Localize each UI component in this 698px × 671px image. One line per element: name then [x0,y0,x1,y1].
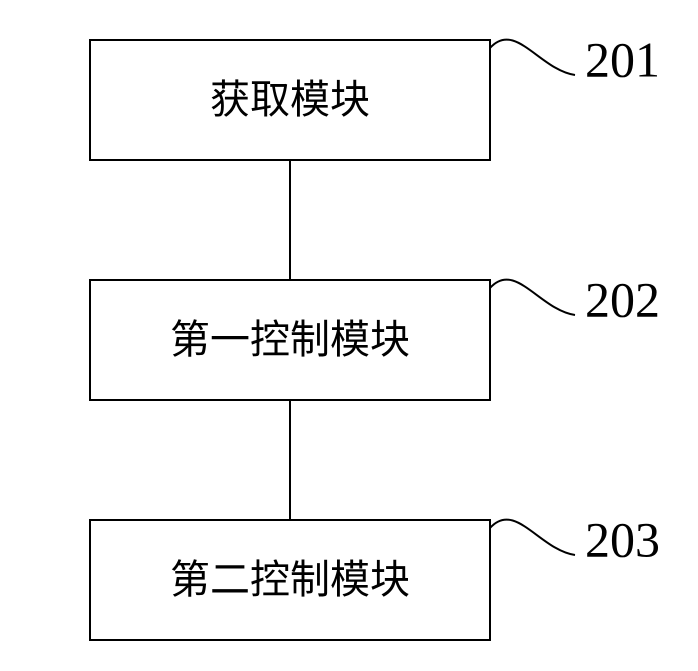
node-number: 203 [585,511,660,567]
node-label: 获取模块 [210,77,370,122]
callout-line [490,40,575,75]
node-number: 201 [585,31,660,87]
node-label: 第一控制模块 [170,317,410,362]
callout-line [490,280,575,315]
flowchart-node: 第二控制模块 203 [90,511,660,640]
flowchart-node: 获取模块 201 [90,31,660,160]
node-label: 第二控制模块 [170,557,410,602]
callout-line [490,520,575,555]
flowchart-node: 第一控制模块 202 [90,271,660,400]
flowchart-diagram: 获取模块 201 第一控制模块 202 第二控制模块 203 [0,0,698,671]
node-number: 202 [585,271,660,327]
